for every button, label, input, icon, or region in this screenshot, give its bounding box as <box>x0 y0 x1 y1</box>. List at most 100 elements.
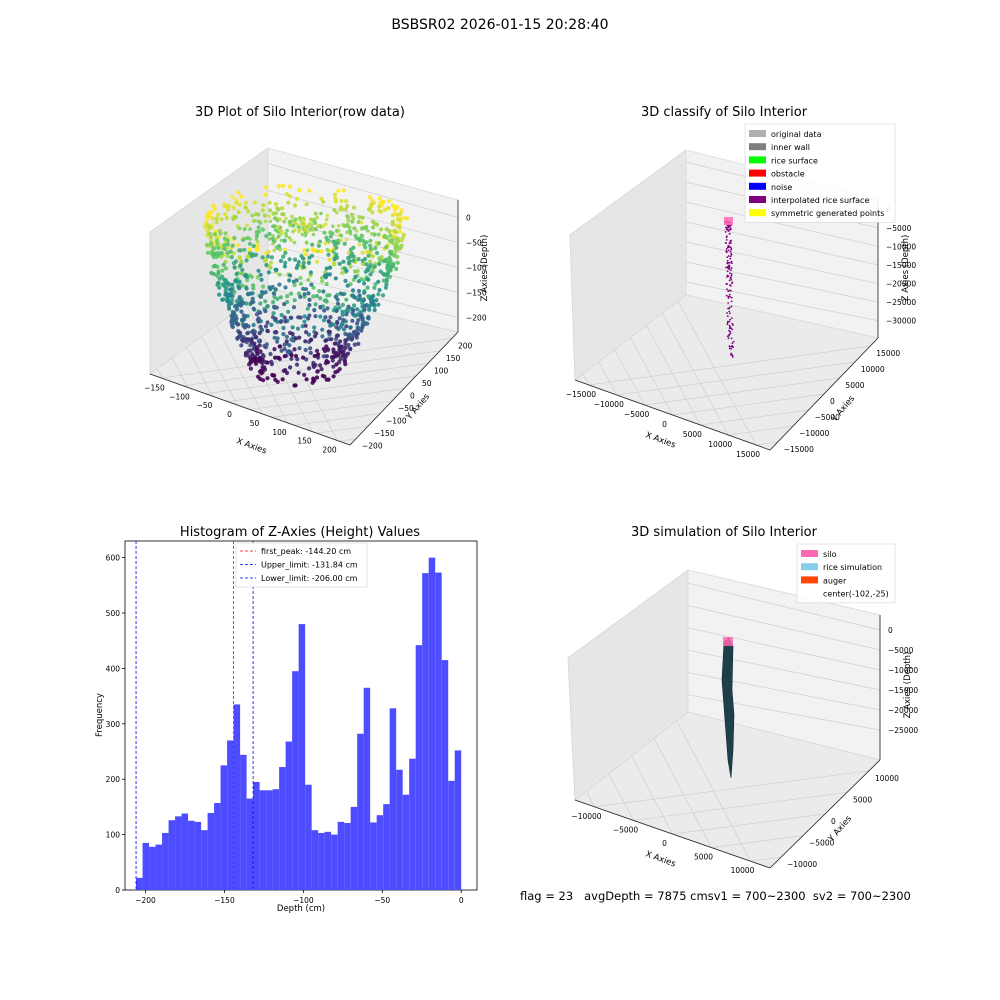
x-axis-label: X Axies <box>644 849 677 869</box>
y-tick-label: 50 <box>422 379 432 388</box>
x-tick-label: 0 <box>662 420 667 429</box>
histogram-bar <box>175 816 182 890</box>
x-tick-label: 200 <box>322 446 337 455</box>
histogram-bar <box>318 832 325 890</box>
histogram-bar <box>194 821 202 890</box>
z-tick-label: −5000 <box>888 646 914 655</box>
y-tick-label: 10000 <box>861 365 885 374</box>
legend: original data inner wall rice surface obsta… <box>744 123 896 223</box>
legend-label: symmetric generated points <box>771 209 884 218</box>
histogram-bar <box>441 660 449 890</box>
histogram-bar <box>168 820 176 890</box>
x-tick-label: 5000 <box>683 430 702 439</box>
histogram-bar <box>383 804 390 890</box>
legend-label: rice simulation <box>823 563 882 572</box>
panel-title: Histogram of Z-Axies (Height) Values <box>180 525 420 540</box>
histogram-bar <box>181 813 189 890</box>
histogram-bar <box>253 781 260 890</box>
histogram-bar <box>331 834 338 890</box>
y-tick-label: 500 <box>106 609 121 618</box>
z-axis-label: Z Axies (Depth) <box>480 235 490 302</box>
legend-label: noise <box>771 183 792 192</box>
legend-label: obstacle <box>771 170 805 179</box>
panel-title: 3D simulation of Silo Interior <box>631 525 818 540</box>
legend-label: center(-102,-25) <box>823 590 889 599</box>
y-tick-label: −100 <box>386 417 407 426</box>
legend-swatch <box>749 156 766 164</box>
panel-histogram: Histogram of Z-Axies (Height) Values −20… <box>95 525 478 914</box>
legend-swatch <box>749 182 766 190</box>
x-tick-label: 50 <box>250 419 260 428</box>
histogram-bar <box>396 769 403 890</box>
x-tick-label: 5000 <box>694 853 713 862</box>
histogram-bar <box>266 790 273 890</box>
legend-swatch <box>801 563 818 571</box>
histogram-bar <box>337 821 345 890</box>
x-tick-label: −150 <box>144 383 165 392</box>
legend-label: rice surface <box>771 156 818 165</box>
histogram-bar <box>201 830 208 890</box>
histogram-bar <box>136 877 143 890</box>
z-tick-label: −20000 <box>888 706 918 715</box>
legend-swatch <box>801 550 818 557</box>
z-tick-label: −10000 <box>888 666 918 675</box>
histogram-bar <box>246 798 254 890</box>
histogram-bar <box>142 842 150 890</box>
x-tick-label: −10000 <box>594 400 624 409</box>
z-axis-label: Z Axies (Depth) <box>901 235 911 302</box>
histogram-bar <box>227 740 234 890</box>
legend-swatch <box>749 209 766 217</box>
z-tick-label: −150 <box>466 289 487 298</box>
x-tick-label: 100 <box>272 428 287 437</box>
x-axis-label: X Axies <box>235 436 268 456</box>
x-tick-label: 150 <box>297 437 312 446</box>
z-tick-label: 0 <box>466 214 471 223</box>
x-tick-label: −15000 <box>566 390 596 399</box>
x-tick-label: 0 <box>459 896 464 905</box>
y-tick-label: 600 <box>106 554 121 563</box>
y-tick-label: −15000 <box>784 445 814 454</box>
y-tick-label: 200 <box>106 775 121 784</box>
z-tick-label: −100 <box>466 264 487 273</box>
y-tick-label: 15000 <box>876 349 900 358</box>
y-tick-label: 0 <box>831 817 836 826</box>
y-axis-label: Frequency <box>95 693 105 737</box>
histogram-bar <box>279 767 286 890</box>
histogram-bar <box>285 741 293 890</box>
histogram-bar <box>259 790 267 890</box>
histogram-bar <box>370 822 377 890</box>
histogram-bar <box>357 733 364 890</box>
legend-swatch <box>749 196 766 203</box>
y-tick-label: −50 <box>398 404 414 413</box>
histogram-bar <box>454 750 462 890</box>
histogram-bar <box>240 754 247 890</box>
y-tick-label: 0 <box>115 886 120 895</box>
panel-classify: 3D classify of Silo Interior −15000−1000… <box>566 105 917 459</box>
x-tick-label: −200 <box>135 896 156 905</box>
z-tick-label: 0 <box>888 626 893 635</box>
x-tick-label: 10000 <box>708 440 732 449</box>
x-tick-label: −50 <box>197 401 213 410</box>
z-tick-label: −200 <box>466 314 487 323</box>
figure-title: BSBSR02 2026-01-15 20:28:40 <box>391 17 609 33</box>
z-tick-label: −20000 <box>886 280 916 289</box>
x-tick-label: −150 <box>214 896 235 905</box>
legend-swatch <box>749 143 766 151</box>
histogram-bar <box>233 704 241 890</box>
legend: first_peak: -144.20 cm Upper_limit: -131.… <box>235 542 368 588</box>
z-tick-label: −15000 <box>888 686 918 695</box>
histogram-bar <box>448 780 455 890</box>
legend-label: first_peak: -144.20 cm <box>261 547 351 556</box>
histogram-bar <box>207 813 215 890</box>
panel-simulation: 3D simulation of Silo Interior −10000 −50… <box>567 525 918 875</box>
x-tick-label: −5000 <box>613 825 639 834</box>
x-axis-label: Depth (cm) <box>277 904 325 914</box>
x-tick-label: 0 <box>662 839 667 848</box>
y-tick-label: 200 <box>458 341 473 350</box>
legend-label: inner wall <box>771 143 810 152</box>
histogram-bar <box>188 820 195 890</box>
histogram-bar <box>428 557 436 890</box>
y-tick-label: 5000 <box>845 381 864 390</box>
x-tick-label: 0 <box>227 410 232 419</box>
